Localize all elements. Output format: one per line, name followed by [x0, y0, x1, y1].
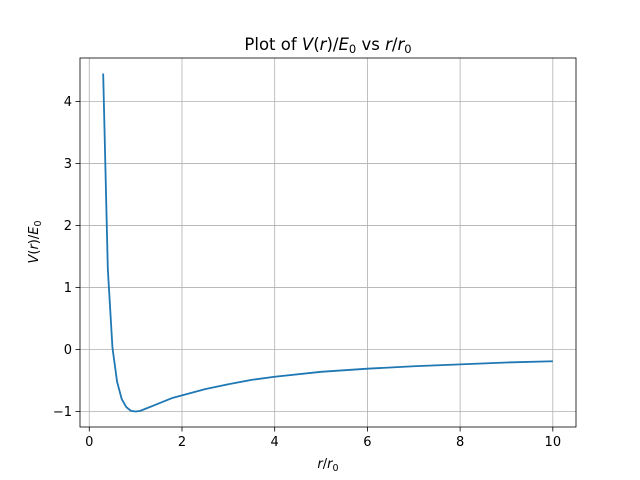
- x-tick-label: 6: [363, 435, 371, 450]
- x-tick-label: 0: [85, 435, 93, 450]
- y-axis-label: V(r)/E0: [27, 220, 44, 263]
- plot-background: [80, 58, 576, 427]
- chart-title: Plot of V(r)/E0 vs r/r0: [244, 35, 411, 56]
- x-axis-label: r/r0: [317, 457, 338, 474]
- x-ticks: 0 2 4 6 8 10: [85, 427, 561, 450]
- x-tick-label: 8: [456, 435, 464, 450]
- x-tick-label: 2: [178, 435, 186, 450]
- y-tick-label: 3: [64, 157, 72, 172]
- series-line: [102, 73, 553, 413]
- plot-frame: [79, 57, 577, 428]
- y-tick-label: 1: [64, 281, 72, 296]
- y-tick-label: 0: [64, 343, 72, 358]
- grid: [80, 58, 576, 427]
- x-tick-label: 4: [271, 435, 279, 450]
- series-group: [102, 73, 553, 413]
- y-tick-label: −1: [53, 405, 72, 420]
- x-tick-label: 10: [545, 435, 562, 450]
- y-tick-label: 4: [64, 95, 72, 110]
- y-tick-label: 2: [64, 219, 72, 234]
- y-ticks: −1 0 1 2 3 4: [53, 95, 80, 420]
